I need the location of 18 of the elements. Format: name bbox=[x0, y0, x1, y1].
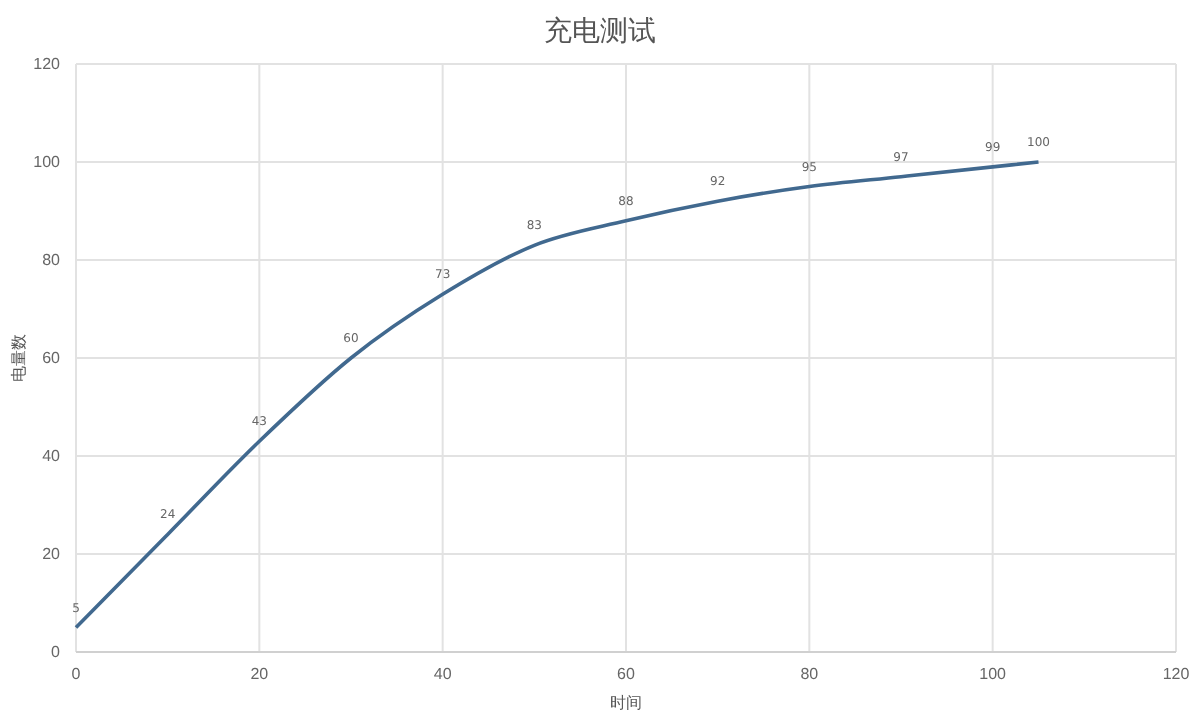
y-tick-label: 120 bbox=[33, 55, 62, 74]
x-tick-label: 0 bbox=[71, 665, 82, 684]
y-tick-label: 40 bbox=[42, 447, 62, 466]
x-tick-label: 60 bbox=[617, 665, 636, 684]
y-tick-label: 60 bbox=[42, 349, 62, 368]
x-tick-label: 100 bbox=[979, 665, 1008, 684]
y-tick-label: 100 bbox=[33, 153, 62, 172]
x-axis-title: 时间 bbox=[610, 694, 642, 712]
line-series bbox=[74, 160, 1041, 630]
y-axis-title: 电量数 bbox=[10, 334, 28, 382]
y-tick-label: 0 bbox=[51, 643, 62, 662]
y-tick-label: 20 bbox=[42, 545, 62, 564]
x-tick-label: 80 bbox=[800, 665, 820, 684]
x-tick-label: 120 bbox=[1162, 665, 1191, 684]
chart-title: 充电测试 bbox=[544, 16, 656, 48]
x-tick-label: 20 bbox=[250, 665, 270, 684]
x-tick-label: 40 bbox=[433, 665, 453, 684]
y-tick-label: 80 bbox=[42, 251, 62, 270]
